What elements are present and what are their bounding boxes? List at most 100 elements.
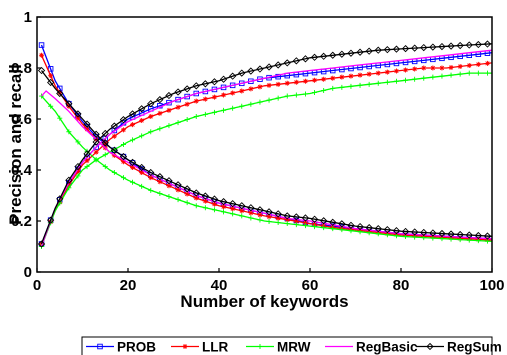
- mrw-recall-point: [148, 129, 154, 135]
- regsum-precision-point: [47, 78, 55, 87]
- mrw-precision-point: [266, 219, 272, 225]
- regsum-recall-point: [374, 46, 382, 54]
- llr-precision-point: [120, 159, 126, 165]
- mrw-recall-point: [339, 84, 345, 90]
- regsum-precision-point: [365, 223, 373, 232]
- regsum-recall-point: [347, 49, 355, 57]
- regsum-precision-point: [219, 197, 228, 206]
- llr-precision-point: [202, 198, 208, 204]
- regsum-precision-point: [110, 146, 118, 154]
- llr-recall-point: [66, 182, 72, 188]
- mrw-precision-point: [230, 211, 236, 217]
- llr-recall-point: [257, 84, 263, 90]
- mrw-recall-point: [166, 123, 172, 129]
- prob-recall-point: [275, 73, 281, 80]
- regsum-precision-point: [374, 225, 382, 233]
- llr-recall-point: [302, 78, 308, 84]
- mrw-recall-point: [466, 70, 472, 76]
- regsum-precision-point: [438, 229, 446, 238]
- llr-recall-point: [321, 76, 327, 82]
- regsum-recall-point: [420, 43, 428, 52]
- regsum-precision-point: [201, 192, 209, 200]
- mrw-precision-point: [139, 183, 145, 189]
- llr-recall-point: [93, 149, 99, 155]
- llr-recall-point: [475, 61, 481, 67]
- mrw-precision-point: [284, 221, 290, 227]
- mrw-precision-point: [348, 228, 354, 234]
- mrw-recall-point: [157, 126, 163, 132]
- mrw-recall-point: [321, 87, 327, 93]
- mrw-recall-point: [239, 103, 245, 109]
- mrw-precision-point: [339, 227, 345, 233]
- llr-precision-point: [39, 52, 45, 58]
- legend-label-regsum: RegSum: [447, 340, 502, 355]
- regsum-precision-point: [128, 158, 137, 166]
- mrw-recall-point: [484, 70, 490, 76]
- mrw-precision-point: [302, 223, 308, 229]
- regsum-recall-point: [138, 105, 146, 113]
- regsum-precision-point: [320, 217, 328, 225]
- prob-precision-point: [38, 42, 45, 48]
- llr-recall-point: [84, 158, 90, 164]
- regsum-precision-point: [265, 208, 273, 216]
- legend: PROB LLR MRW RegBasic RegSum: [81, 336, 502, 355]
- regsum-precision-point: [292, 213, 300, 221]
- mrw-precision-point: [321, 225, 327, 231]
- regsum-recall-point: [438, 42, 446, 51]
- llr-precision-point: [239, 208, 245, 214]
- regsum-recall-point: [101, 129, 109, 138]
- mrw-recall-point: [348, 83, 354, 89]
- prob-precision-point: [47, 66, 54, 72]
- regsum-recall-point: [447, 42, 455, 50]
- llr-precision-point: [157, 179, 163, 185]
- llr-precision-point: [139, 170, 145, 176]
- regsum-precision-point: [456, 230, 464, 239]
- llr-recall-point: [457, 63, 463, 69]
- mrw-precision-point: [157, 190, 163, 196]
- legend-label-mrw: MRW: [277, 340, 311, 355]
- mrw-recall-point: [375, 80, 381, 86]
- llr-recall-point: [166, 107, 172, 113]
- llr-recall-point: [230, 90, 236, 96]
- regsum-precision-point: [83, 120, 91, 128]
- prob-recall-point: [184, 93, 190, 100]
- regsum-precision-point: [310, 215, 319, 223]
- mrw-precision-point: [48, 103, 54, 109]
- mrw-recall-line: [40, 72, 492, 247]
- regsum-precision-point: [156, 172, 164, 181]
- regsum-recall-point: [292, 57, 300, 65]
- llr-precision-point: [275, 215, 281, 221]
- regsum-recall-point: [210, 78, 219, 86]
- mrw-recall-point: [384, 79, 390, 85]
- llr-recall-point: [139, 118, 145, 124]
- regsum-recall-point: [320, 52, 328, 60]
- legend-marker-llr: [182, 344, 188, 349]
- llr-recall-point: [312, 77, 318, 83]
- mrw-recall-point: [421, 75, 427, 81]
- regsum-recall-point: [110, 122, 118, 130]
- llr-recall-point: [403, 67, 409, 73]
- llr-precision-point: [193, 195, 199, 201]
- plot-frame: [36, 16, 493, 273]
- regsum-recall-point: [356, 48, 364, 56]
- regsum-recall-point: [56, 195, 64, 203]
- regsum-recall-point: [128, 110, 137, 118]
- mrw-recall-point: [302, 91, 308, 97]
- llr-recall-point: [366, 71, 372, 77]
- mrw-recall-point: [84, 164, 90, 170]
- mrw-recall-point: [448, 72, 454, 78]
- regsum-recall-point: [383, 46, 391, 54]
- mrw-precision-point: [330, 226, 336, 232]
- y-tick-label: 0.4: [11, 162, 33, 179]
- llr-recall-point: [148, 113, 154, 119]
- llr-recall-point: [448, 64, 454, 70]
- regsum-recall-point: [474, 40, 482, 49]
- regsum-precision-point: [174, 181, 182, 189]
- mrw-recall-point: [393, 78, 399, 84]
- mrw-recall-point: [139, 133, 145, 139]
- mrw-precision-point: [184, 200, 190, 206]
- llr-precision-point: [293, 218, 299, 224]
- regsum-precision-point: [301, 214, 310, 222]
- y-tick-label: 1: [24, 9, 32, 26]
